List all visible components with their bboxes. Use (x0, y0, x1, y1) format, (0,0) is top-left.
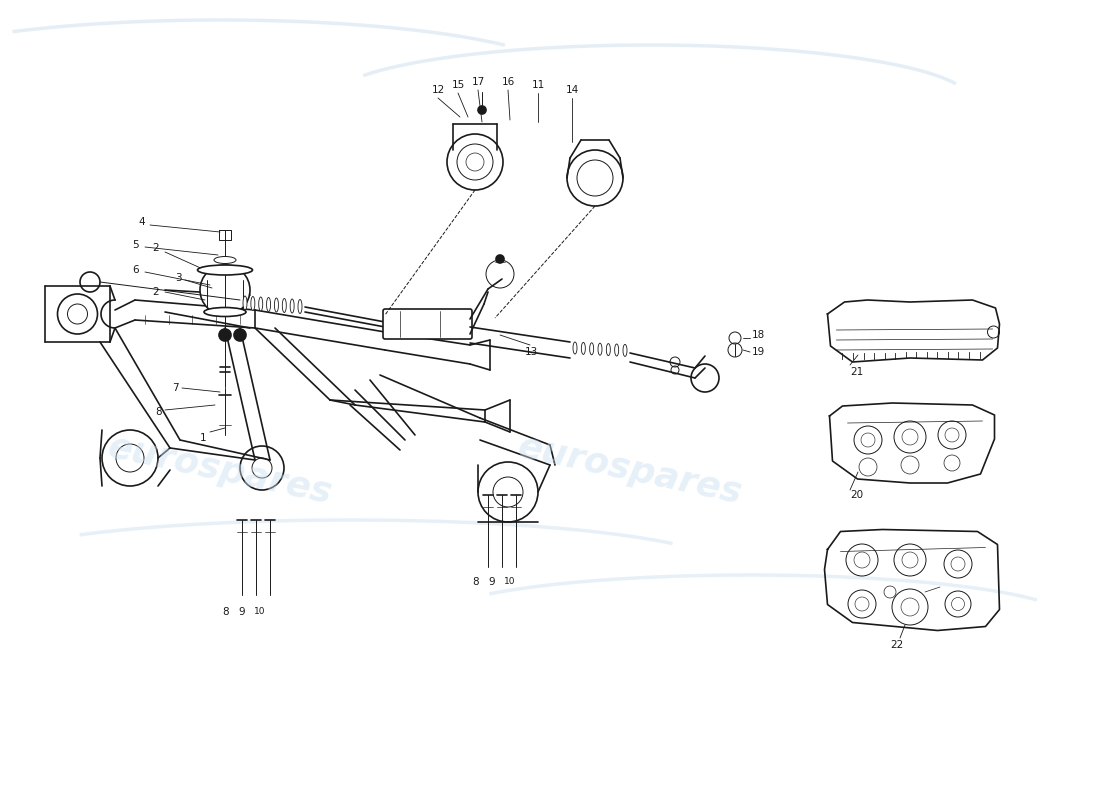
Text: 12: 12 (431, 85, 444, 95)
Ellipse shape (283, 298, 286, 313)
Text: 13: 13 (525, 347, 538, 357)
Text: eurospares: eurospares (104, 430, 336, 510)
Text: 9: 9 (488, 577, 495, 587)
Ellipse shape (243, 296, 248, 310)
Text: 15: 15 (451, 80, 464, 90)
Ellipse shape (204, 307, 246, 317)
Circle shape (219, 329, 231, 341)
Ellipse shape (598, 343, 602, 355)
Text: 2: 2 (152, 287, 158, 297)
Ellipse shape (290, 299, 294, 313)
FancyBboxPatch shape (383, 309, 472, 339)
Ellipse shape (623, 344, 627, 357)
Text: 16: 16 (502, 77, 515, 87)
Ellipse shape (258, 297, 263, 311)
Circle shape (496, 255, 504, 263)
Text: 14: 14 (565, 85, 579, 95)
Ellipse shape (615, 344, 618, 356)
Text: 5: 5 (132, 240, 139, 250)
Text: 8: 8 (222, 607, 229, 617)
Circle shape (234, 329, 246, 341)
Text: 9: 9 (238, 607, 244, 617)
Ellipse shape (573, 342, 578, 354)
Text: 6: 6 (132, 265, 139, 275)
Text: 1: 1 (200, 433, 207, 443)
Ellipse shape (298, 299, 302, 314)
Text: 3: 3 (175, 273, 182, 283)
Ellipse shape (266, 298, 271, 311)
Text: 17: 17 (472, 77, 485, 87)
Circle shape (200, 265, 250, 315)
Ellipse shape (251, 297, 255, 310)
Text: 7: 7 (172, 383, 178, 393)
Ellipse shape (590, 343, 594, 355)
Text: 10: 10 (254, 607, 265, 617)
Text: 8: 8 (155, 407, 162, 417)
Text: 4: 4 (138, 217, 144, 227)
Ellipse shape (606, 344, 610, 355)
Circle shape (478, 106, 486, 114)
Ellipse shape (274, 298, 278, 312)
Text: 10: 10 (504, 578, 516, 586)
Text: eurospares: eurospares (515, 430, 746, 510)
Text: 8: 8 (472, 577, 478, 587)
Ellipse shape (214, 257, 236, 263)
Text: 2: 2 (152, 243, 158, 253)
Text: 18: 18 (752, 330, 766, 340)
Text: 22: 22 (890, 640, 903, 650)
Ellipse shape (581, 342, 585, 354)
Text: 20: 20 (850, 490, 864, 500)
Text: 19: 19 (752, 347, 766, 357)
Ellipse shape (198, 265, 253, 275)
Text: 21: 21 (850, 367, 864, 377)
Text: 11: 11 (531, 80, 544, 90)
